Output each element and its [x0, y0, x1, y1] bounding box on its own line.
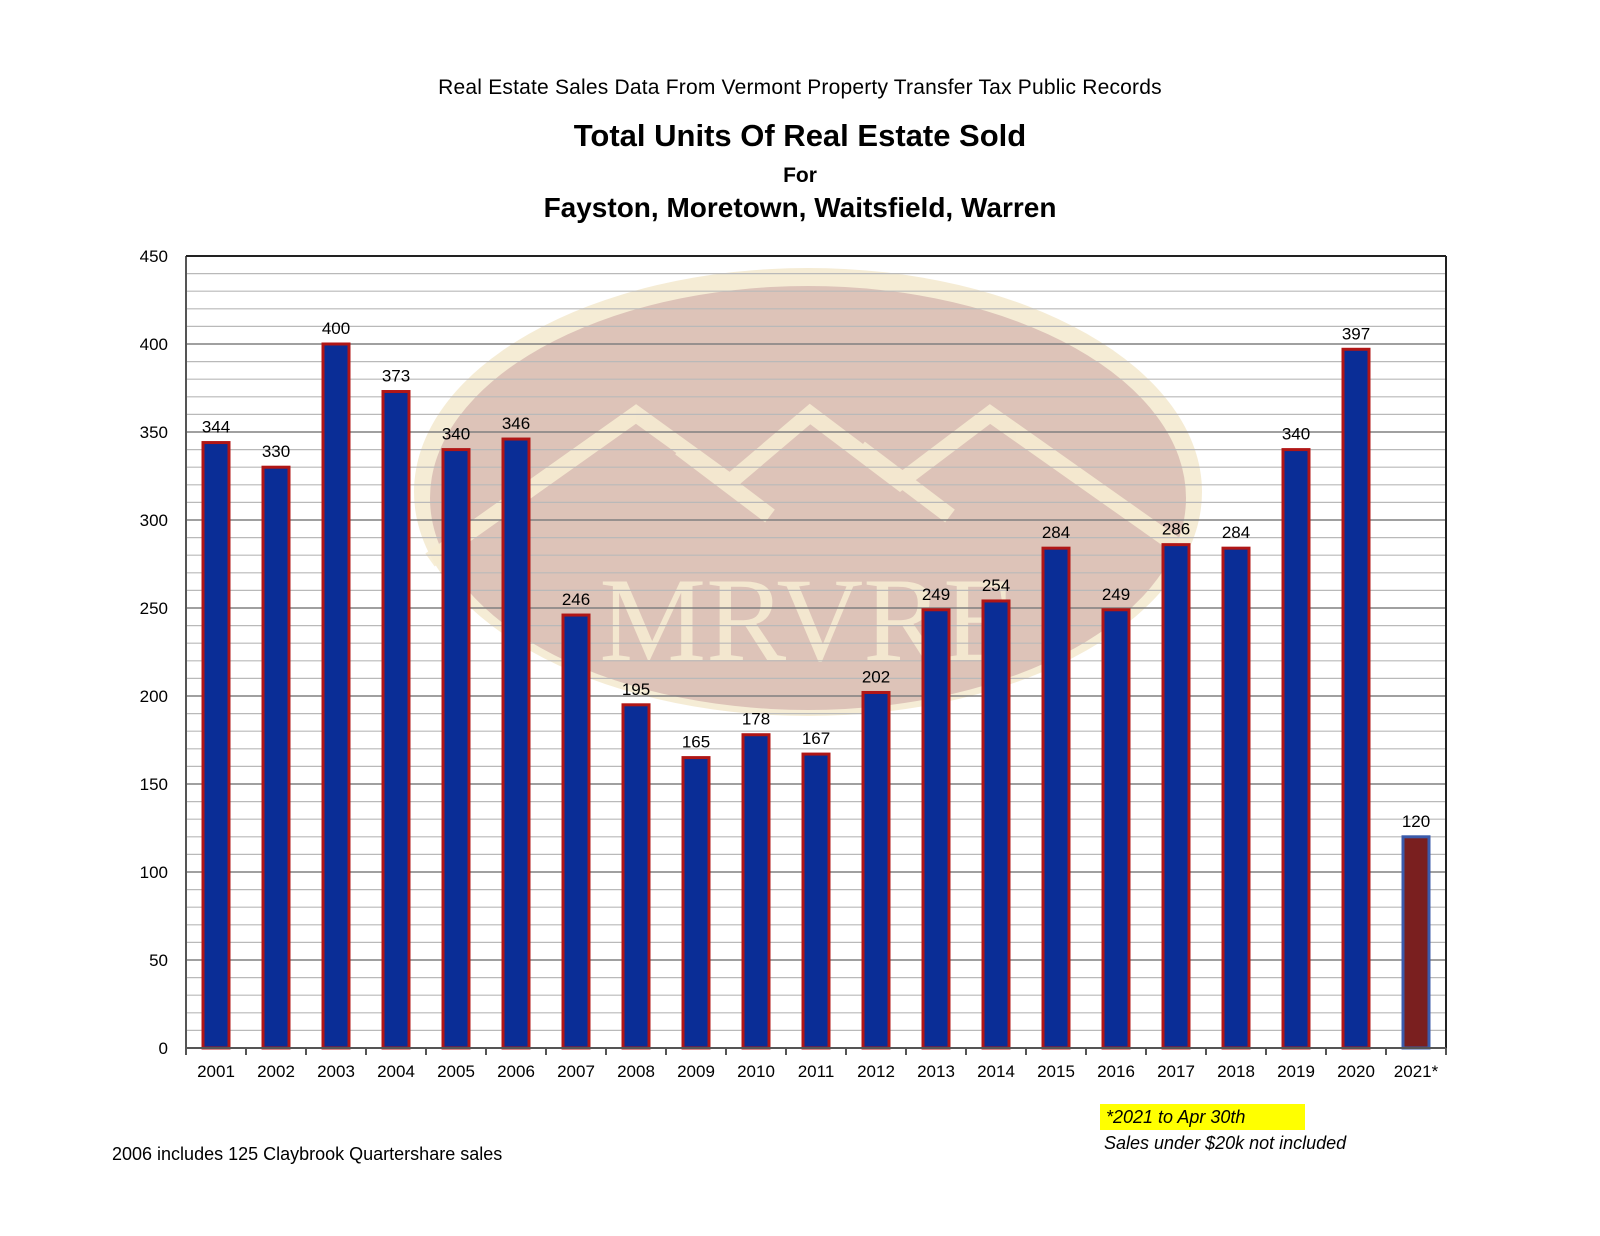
- x-tick-label: 2006: [497, 1062, 535, 1081]
- data-label: 167: [802, 729, 830, 748]
- bar-2021-partial: [1401, 835, 1431, 1050]
- data-label: 340: [1282, 425, 1310, 444]
- x-tick-label: 2010: [737, 1062, 775, 1081]
- data-label: 330: [262, 442, 290, 461]
- data-label: 246: [562, 590, 590, 609]
- y-tick-label: 350: [140, 423, 168, 442]
- data-label: 344: [202, 418, 230, 437]
- footnote-claybrook: 2006 includes 125 Claybrook Quartershare…: [112, 1144, 503, 1164]
- data-label: 120: [1402, 812, 1430, 831]
- data-label: 400: [322, 319, 350, 338]
- y-tick-label: 50: [149, 951, 168, 970]
- x-tick-label: 2018: [1217, 1062, 1255, 1081]
- x-tick-label: 2013: [917, 1062, 955, 1081]
- data-label: 286: [1162, 520, 1190, 539]
- bar-2001: [201, 441, 231, 1050]
- mrvre-watermark-logo: MRVRE: [414, 268, 1202, 716]
- x-tick-label: 2009: [677, 1062, 715, 1081]
- bar-2009: [681, 756, 711, 1050]
- data-label: 284: [1042, 523, 1070, 542]
- data-label: 340: [442, 425, 470, 444]
- footnote-exclusion: Sales under $20k not included: [1104, 1133, 1347, 1153]
- bar-2002: [261, 465, 291, 1050]
- x-tick-label: 2008: [617, 1062, 655, 1081]
- y-tick-label: 400: [140, 335, 168, 354]
- x-tick-label: 2014: [977, 1062, 1015, 1081]
- y-tick-label: 250: [140, 599, 168, 618]
- chart-source-line: Real Estate Sales Data From Vermont Prop…: [438, 76, 1162, 99]
- data-label: 195: [622, 680, 650, 699]
- x-tick-label: 2020: [1337, 1062, 1375, 1081]
- x-tick-label: 2019: [1277, 1062, 1315, 1081]
- x-tick-label: 2021*: [1394, 1062, 1439, 1081]
- x-tick-label: 2005: [437, 1062, 475, 1081]
- bar-2016: [1101, 608, 1131, 1050]
- bar-2013: [921, 608, 951, 1050]
- data-label: 202: [862, 667, 890, 686]
- chart-subtitle-towns: Fayston, Moretown, Waitsfield, Warren: [543, 192, 1057, 223]
- chart-title: Total Units Of Real Estate Sold: [573, 118, 1027, 153]
- chart-bars: [201, 342, 1431, 1050]
- bar-2014: [981, 599, 1011, 1050]
- bar-2005: [441, 448, 471, 1050]
- y-tick-label: 200: [140, 687, 168, 706]
- x-tick-label: 2003: [317, 1062, 355, 1081]
- bar-2003: [321, 342, 351, 1050]
- bar-2007: [561, 613, 591, 1050]
- x-tick-label: 2012: [857, 1062, 895, 1081]
- data-label: 346: [502, 414, 530, 433]
- chart-title-for: For: [783, 164, 817, 187]
- chart-axes: 0 50 100 150 200 250 300 350 400 450 2001 2002 2003 2…: [140, 247, 1447, 1081]
- x-tick-label: 2011: [798, 1062, 835, 1081]
- bar-2012: [861, 690, 891, 1050]
- x-tick-label: 2007: [557, 1062, 595, 1081]
- data-label: 373: [382, 367, 410, 386]
- y-tick-label: 0: [159, 1039, 168, 1058]
- data-label: 165: [682, 733, 710, 752]
- bar-2004: [381, 390, 411, 1050]
- data-label: 249: [922, 585, 950, 604]
- bar-2006: [501, 437, 531, 1050]
- data-label: 249: [1102, 585, 1130, 604]
- x-tick-label: 2017: [1157, 1062, 1195, 1081]
- chart-data-labels: 344 330 400 373 340 346 246 195 165 178 167 202 249 2…: [202, 319, 1430, 831]
- x-tick-label: 2002: [257, 1062, 295, 1081]
- bar-2010: [741, 733, 771, 1050]
- bar-2011: [801, 752, 831, 1050]
- x-tick-label: 2016: [1097, 1062, 1135, 1081]
- y-tick-label: 150: [140, 775, 168, 794]
- data-label: 284: [1222, 523, 1250, 542]
- bar-2015: [1041, 546, 1071, 1050]
- x-tick-label: 2004: [377, 1062, 415, 1081]
- bar-2008: [621, 703, 651, 1050]
- y-tick-label: 450: [140, 247, 168, 266]
- y-tick-label: 100: [140, 863, 168, 882]
- x-tick-label: 2015: [1037, 1062, 1075, 1081]
- bar-2019: [1281, 448, 1311, 1050]
- data-label: 254: [982, 576, 1010, 595]
- data-label: 178: [742, 710, 770, 729]
- data-label: 397: [1342, 324, 1370, 343]
- bar-2018: [1221, 546, 1251, 1050]
- bar-2020: [1341, 347, 1371, 1050]
- y-tick-label: 300: [140, 511, 168, 530]
- bar-2017: [1161, 543, 1191, 1050]
- x-tick-label: 2001: [197, 1062, 235, 1081]
- footnote-partial-year: *2021 to Apr 30th: [1100, 1104, 1305, 1130]
